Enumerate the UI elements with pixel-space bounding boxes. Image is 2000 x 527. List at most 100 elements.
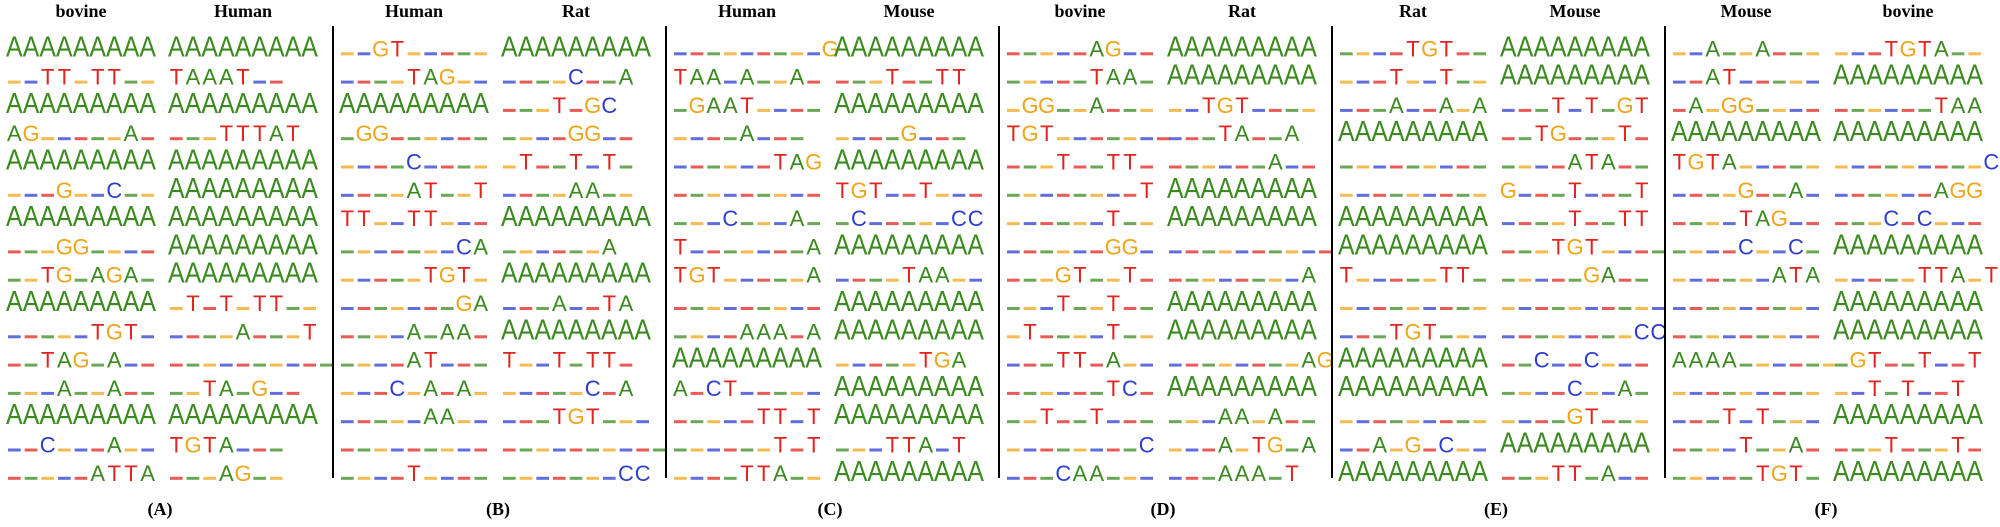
logo-mark (1169, 420, 1182, 424)
logo-mark (1090, 278, 1103, 282)
logo-mark (374, 391, 387, 395)
logo-letter: A (89, 201, 106, 233)
logo-letter: A (568, 314, 585, 346)
logo-letter: A (1284, 59, 1301, 91)
logo-letter: T (807, 433, 820, 458)
logo-letter: C (585, 376, 601, 401)
logo-mark (1773, 335, 1786, 339)
logo-mark (457, 165, 471, 169)
logo-letter: T (41, 263, 54, 288)
logo-mark (1568, 363, 1582, 367)
logo-mark (74, 391, 88, 395)
logo-mark (1689, 476, 1703, 480)
logo-letter: A (967, 455, 984, 487)
logo-letter: A (1866, 314, 1883, 346)
sequence-logo: C (341, 150, 487, 175)
logo-mark (1706, 420, 1719, 424)
logo-letter: A (218, 31, 235, 63)
logo-letter: A (867, 314, 884, 346)
logo-letter: A (1267, 201, 1284, 233)
logo-mark (1935, 165, 1948, 169)
logo-mark (1968, 52, 1981, 56)
logo-letter: A (301, 201, 318, 233)
logo-letter: A (1721, 116, 1738, 148)
logo-mark (1140, 278, 1153, 282)
logo-mark (724, 137, 737, 141)
logo-letter: T (1023, 319, 1036, 344)
logo-letter: A (7, 121, 22, 146)
logo-mark (457, 80, 471, 84)
logo-letter: T (724, 376, 737, 401)
logo-mark (636, 420, 649, 424)
logo-letter: A (1966, 399, 1983, 431)
logo-mark (91, 391, 104, 395)
logo-mark (1023, 80, 1037, 84)
logo-mark (124, 193, 138, 197)
sequence-logo (1340, 420, 1486, 424)
logo-letter: T (1739, 433, 1752, 458)
logo-mark (569, 476, 583, 480)
logo-letter: G (1771, 461, 1788, 486)
logo-letter: A (867, 31, 884, 63)
logo-mark (1456, 165, 1470, 169)
logo-mark (1739, 165, 1753, 169)
logo-mark (1007, 363, 1020, 367)
logo-letter: A (39, 87, 56, 119)
logo-letter: T (220, 291, 233, 316)
logo-letter: A (806, 234, 821, 259)
logo-mark (1040, 52, 1053, 56)
logo-letter: A (1218, 404, 1233, 429)
logo-mark (1951, 52, 1965, 56)
logo-letter: A (235, 201, 252, 233)
logo-mark (341, 391, 354, 395)
logo-mark (1252, 137, 1265, 141)
logo-letter: A (202, 65, 217, 90)
logo-letter: A (1338, 342, 1355, 374)
logo-letter: G (688, 93, 705, 118)
logo-letter: T (1440, 263, 1453, 288)
logo-mark (286, 307, 300, 310)
logo-mark (203, 335, 216, 339)
logo-letter: G (72, 348, 89, 373)
logo-mark (1568, 278, 1582, 282)
logo-letter: A (1900, 116, 1917, 148)
logo-mark (757, 165, 770, 169)
logo-letter: C (635, 461, 651, 486)
logo-letter: A (834, 87, 851, 119)
logo-letter: A (1833, 314, 1850, 346)
logo-letter: T (1885, 36, 1898, 61)
logo-mark (374, 80, 387, 84)
logo-mark (790, 335, 804, 339)
logo-mark (441, 222, 454, 226)
logo-mark (1835, 108, 1848, 112)
logo-mark (707, 307, 720, 310)
logo-mark (341, 448, 354, 452)
logo-letter: T (124, 319, 137, 344)
logo-mark (1868, 165, 1881, 169)
logo-mark (1706, 193, 1719, 197)
logo-mark (1789, 108, 1803, 112)
logo-letter: A (1300, 59, 1317, 91)
logo-letter: T (1456, 263, 1469, 288)
logo-mark (1406, 278, 1420, 282)
logo-letter: A (917, 229, 934, 261)
logo-letter: A (268, 399, 285, 431)
logo-letter: A (934, 87, 951, 119)
logo-mark (503, 250, 516, 254)
sequence-logo (503, 448, 666, 452)
logo-letter: A (1567, 59, 1584, 91)
logo-mark (836, 80, 849, 84)
logo-letter: A (551, 314, 568, 346)
logo-letter: A (1600, 59, 1617, 91)
logo-mark (674, 476, 687, 480)
logo-mark (1706, 448, 1719, 452)
logo-mark (919, 222, 932, 226)
logo-mark (536, 108, 549, 112)
logo-letter: T (1585, 404, 1598, 429)
logo-mark (1739, 278, 1753, 282)
logo-mark (457, 448, 471, 452)
logo-letter: A (1850, 285, 1867, 317)
